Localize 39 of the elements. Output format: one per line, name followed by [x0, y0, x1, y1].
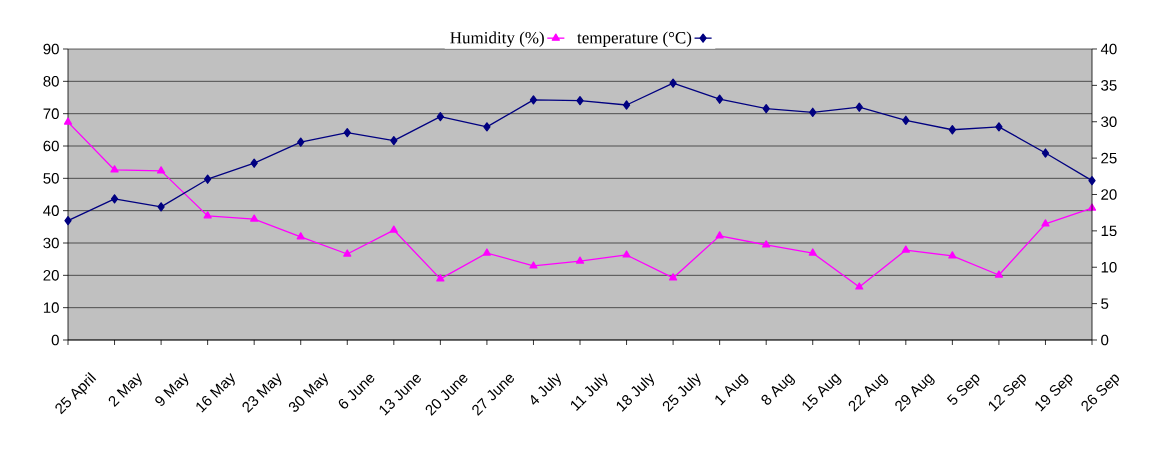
x-tick-label: 25 July: [662, 373, 701, 412]
y-tick-label: 80: [43, 76, 59, 87]
x-tick-label: 4 July: [530, 373, 561, 405]
y-tick-label: 20: [43, 270, 59, 281]
x-tick-label: 9 May: [155, 373, 189, 406]
x-tick-label: 18 July: [616, 373, 655, 412]
y-tick-label: 70: [43, 108, 59, 119]
y2-tick-label: 5: [1101, 298, 1109, 309]
y-tick-label: 10: [43, 302, 59, 313]
x-tick-label: 12 Sep: [988, 374, 1026, 412]
y-tick-label: 30: [43, 237, 59, 249]
x-tick-label: 23 May: [242, 373, 282, 413]
x-tick-label: 30 May: [288, 373, 328, 412]
y2-tick-label: 15: [1101, 225, 1117, 237]
y-tick-label: 0: [51, 334, 59, 346]
y2-tick-label: 10: [1101, 261, 1117, 273]
x-tick-label: 16 May: [196, 373, 235, 413]
x-tick-label: 26 Sep: [1081, 374, 1120, 412]
x-tick-label: 1 Aug: [715, 373, 749, 406]
legend-label: temperature (°C): [577, 31, 692, 47]
y2-tick-label: 25: [1101, 152, 1117, 164]
y-tick-label: 60: [43, 140, 59, 152]
x-tick-label: 15 Aug: [802, 373, 842, 412]
x-tick-label: 19 Sep: [1035, 374, 1073, 412]
y-tick-label: 50: [43, 173, 59, 184]
y2-tick-label: 35: [1101, 80, 1117, 91]
x-tick-label: 11 July: [570, 373, 608, 411]
y-tick-label: 40: [43, 205, 59, 216]
x-tick-label: 5 Sep: [946, 374, 980, 405]
x-tick-label: 2 May: [108, 373, 142, 407]
y2-tick-label: 0: [1101, 334, 1109, 346]
x-tick-label: 29 Aug: [895, 373, 935, 412]
x-tick-label: 22 Aug: [848, 373, 889, 412]
x-tick-label: 8 Aug: [761, 373, 796, 405]
y2-tick-label: 20: [1101, 189, 1117, 200]
y2-tick-label: 30: [1101, 116, 1117, 128]
y-tick-label: 90: [43, 43, 59, 55]
legend-label: Humidity (%): [450, 31, 544, 47]
y2-tick-label: 40: [1100, 43, 1117, 55]
